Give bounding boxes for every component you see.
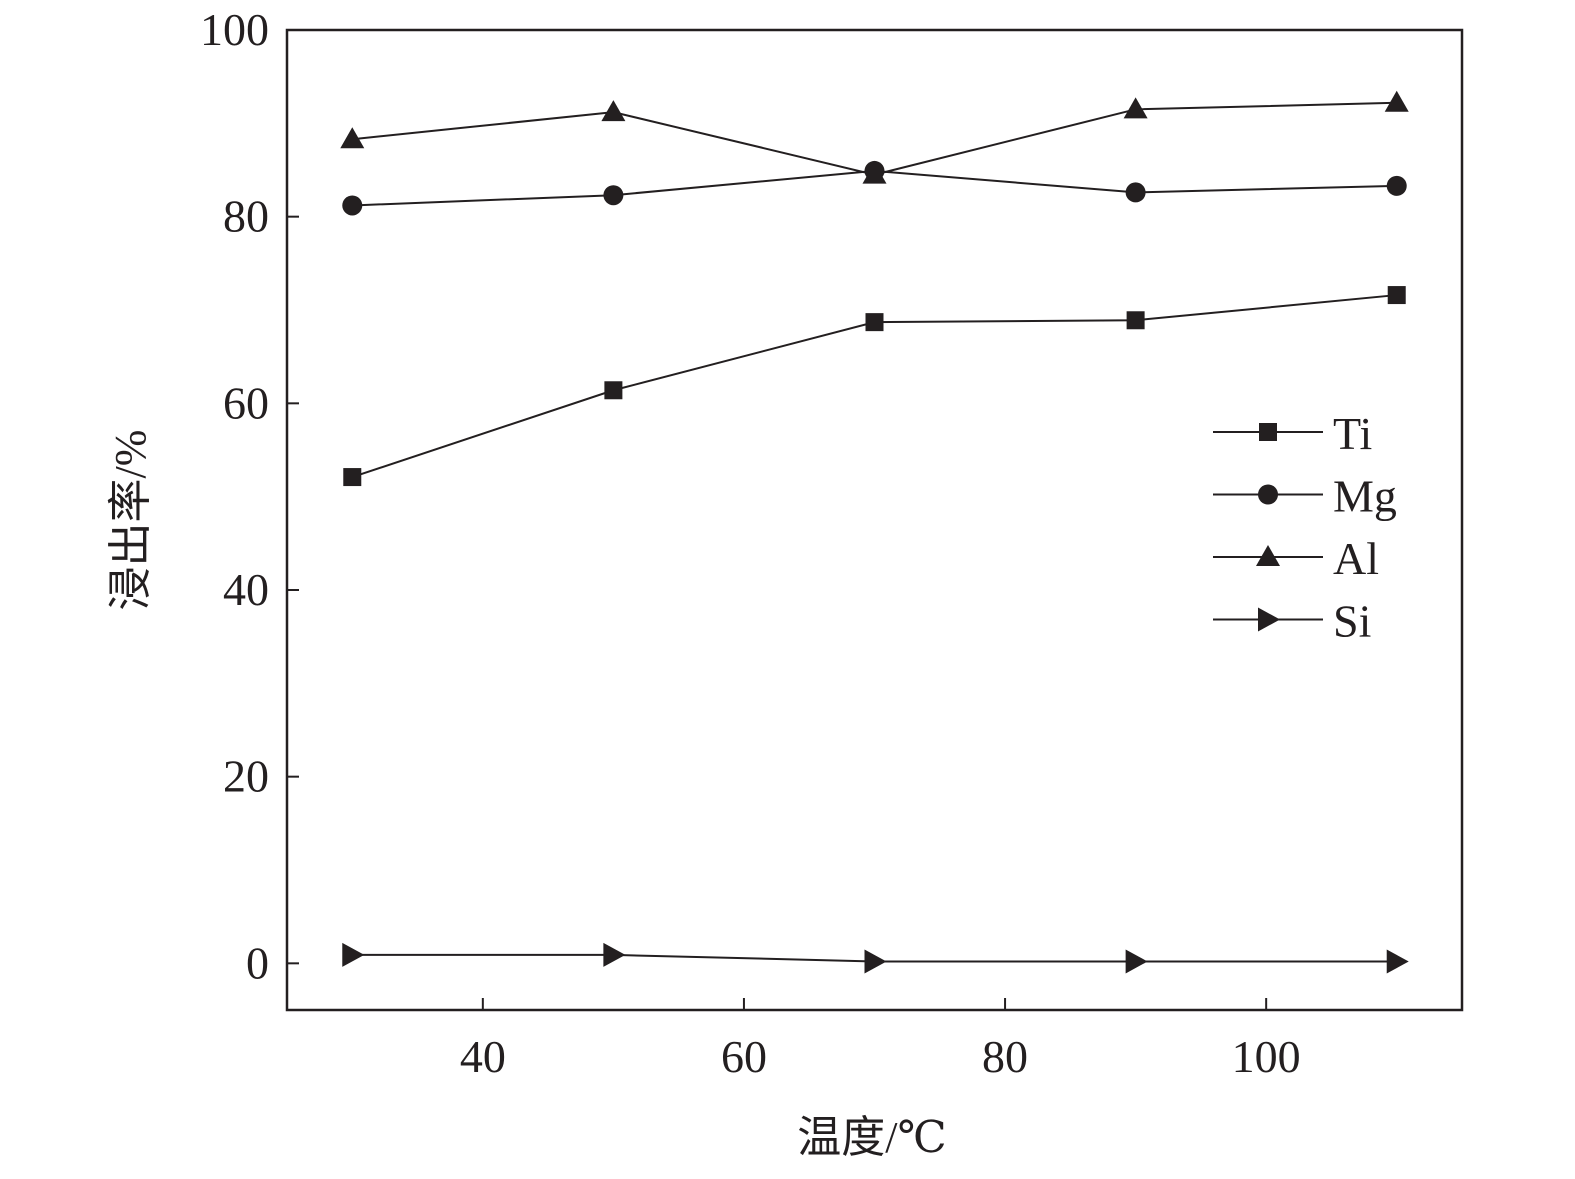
legend-item-al: Al [1213, 533, 1379, 584]
y-axis-label: 浸出率/% [106, 430, 155, 611]
y-tick-label: 100 [200, 4, 269, 55]
data-point [1123, 97, 1148, 119]
data-point [603, 185, 624, 206]
data-point [864, 949, 887, 974]
y-tick-label: 40 [223, 564, 269, 615]
legend-label: Ti [1333, 408, 1372, 459]
data-point [340, 127, 365, 149]
legend-marker [1256, 545, 1280, 566]
legend-label: Si [1333, 596, 1371, 647]
x-tick-label: 40 [460, 1031, 506, 1082]
data-point [1125, 949, 1148, 974]
series-al [340, 90, 1409, 184]
legend-marker [1258, 484, 1278, 505]
data-point [1125, 182, 1146, 203]
legend-marker [1258, 607, 1280, 632]
legend-item-ti: Ti [1213, 408, 1372, 459]
legend-label: Mg [1333, 471, 1397, 522]
data-point [343, 468, 362, 487]
legend-marker [1259, 423, 1277, 441]
legend-item-si: Si [1213, 596, 1371, 647]
series-si [342, 942, 1409, 974]
plot-frame [285, 28, 1464, 1012]
data-point [862, 162, 887, 184]
x-tick-label: 80 [982, 1031, 1028, 1082]
data-point [1386, 949, 1409, 974]
x-tick-label: 60 [721, 1031, 767, 1082]
y-tick-label: 60 [223, 377, 269, 428]
legend-label: Al [1333, 533, 1379, 584]
data-point [342, 942, 365, 967]
data-point [601, 100, 626, 122]
data-point [603, 942, 626, 967]
y-tick-label: 20 [223, 751, 269, 802]
data-point [604, 381, 623, 400]
data-point [865, 313, 884, 332]
data-point [1387, 286, 1406, 305]
y-tick-label: 80 [223, 191, 269, 242]
series-ti [343, 286, 1406, 487]
data-point [342, 195, 363, 216]
data-point [1384, 90, 1409, 112]
data-point [1126, 311, 1145, 330]
x-tick-label: 100 [1232, 1031, 1301, 1082]
data-point [1386, 175, 1407, 196]
legend-item-mg: Mg [1213, 471, 1397, 522]
x-axis-label: 温度/℃ [797, 1113, 946, 1162]
y-tick-label: 0 [246, 937, 269, 988]
